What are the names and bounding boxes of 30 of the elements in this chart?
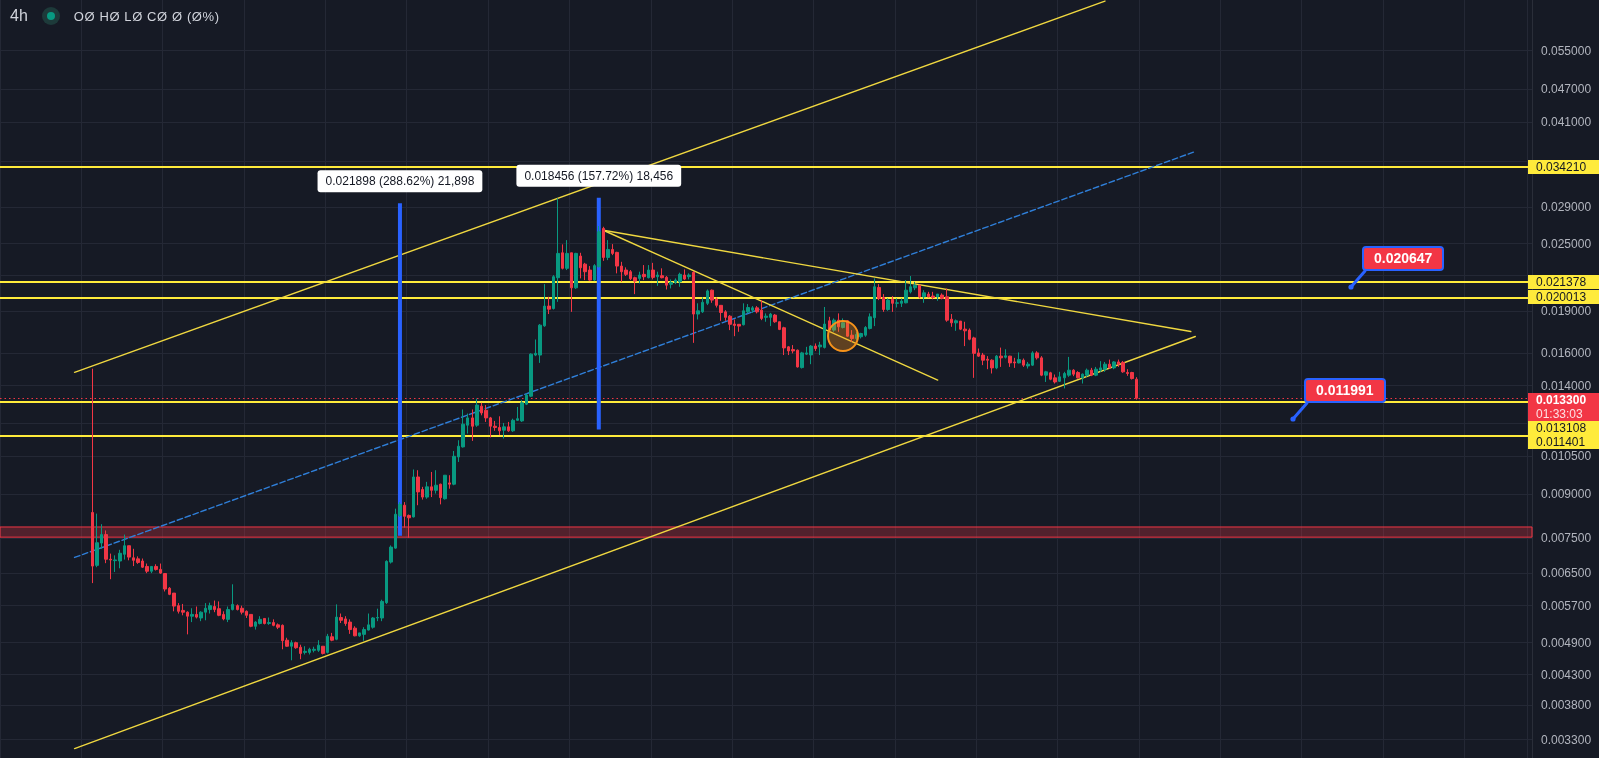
annotation: 0.020647 [1362, 246, 1445, 271]
y-tick-label: 0.016000 [1541, 345, 1592, 360]
data-label: 0.018456 (157.72%) 18,456 [524, 168, 674, 183]
y-tick-label: 0.004900 [1541, 635, 1592, 650]
annotation: 0.011991 [1304, 378, 1386, 403]
y-tick-label: 0.004300 [1541, 667, 1592, 682]
y-tick-label: 0.025000 [1541, 236, 1592, 251]
y-tick-label: 0.006500 [1541, 566, 1592, 581]
text: OØ HØ LØ CØ Ø (Ø%) [73, 8, 220, 24]
ref-line-label: 0.021378 [1536, 274, 1588, 289]
y-tick-label: 0.010500 [1541, 449, 1592, 464]
ref-line-label: 0.013108 [1536, 420, 1588, 435]
ref-line-label: 0.011401 [1536, 434, 1587, 449]
chart-title: 4h [10, 7, 28, 25]
text: 01:33:03 [1536, 406, 1584, 421]
y-tick-label: 0.019000 [1541, 303, 1592, 318]
ref-line-label: 0.020013 [1536, 289, 1588, 304]
y-tick-label: 0.029000 [1541, 200, 1592, 215]
y-tick-label: 0.009000 [1541, 486, 1592, 501]
y-tick-label: 0.041000 [1541, 115, 1592, 130]
y-tick-label: 0.003800 [1541, 697, 1592, 712]
y-tick-label: 0.047000 [1541, 82, 1592, 97]
y-tick-label: 0.007500 [1541, 531, 1592, 546]
y-tick-label: 0.003300 [1541, 732, 1592, 747]
y-tick-label: 0.005700 [1541, 598, 1592, 613]
ref-line-label: 0.013300 [1536, 392, 1588, 407]
ref-line-label: 0.034210 [1536, 159, 1588, 174]
y-tick-label: 0.055000 [1541, 43, 1592, 58]
y-tick-label: 0.014000 [1541, 378, 1592, 393]
data-label: 0.021898 (288.62%) 21,898 [325, 174, 475, 189]
